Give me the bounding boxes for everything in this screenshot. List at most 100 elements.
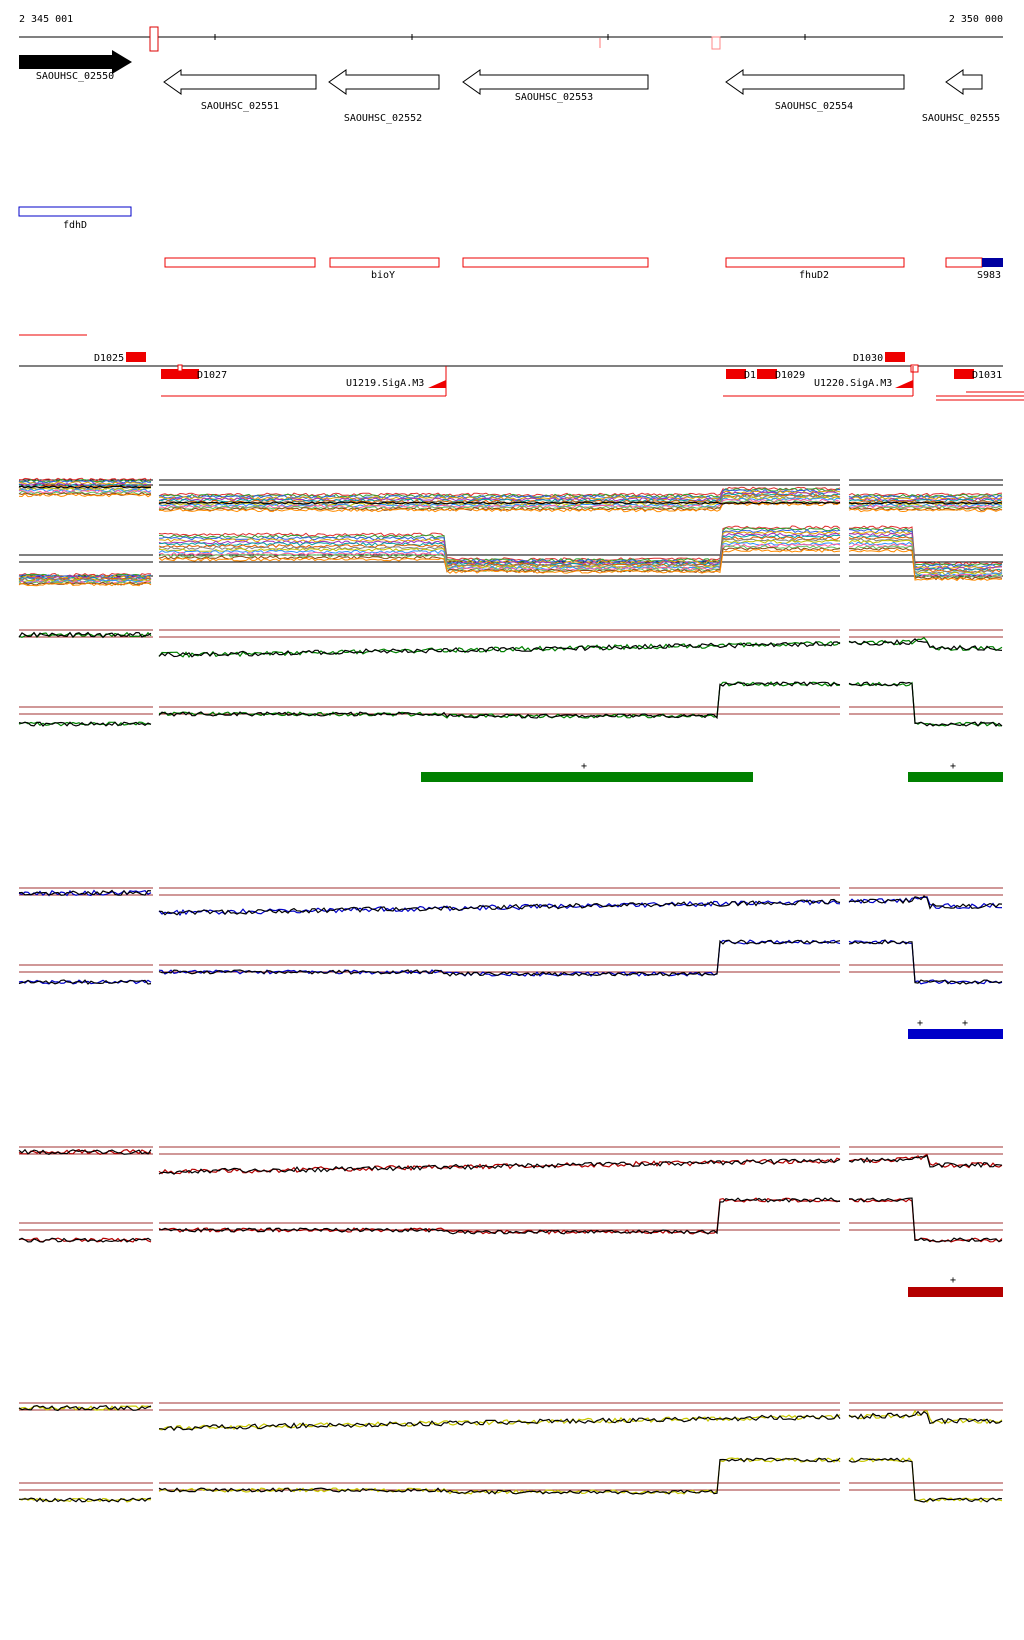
plus-mark: +: [962, 1018, 968, 1029]
segment-block[interactable]: [126, 352, 146, 362]
plus-mark: +: [950, 761, 956, 772]
annotation-box[interactable]: [164, 257, 316, 268]
expression-panel-green: [18, 629, 1003, 727]
segment-block[interactable]: [726, 369, 746, 379]
condition-trace: [158, 548, 841, 574]
segment-block[interactable]: [885, 352, 905, 362]
expression-trace: [848, 896, 1003, 910]
condition-trace: [848, 507, 1003, 512]
expression-trace: [158, 1197, 841, 1235]
expression-trace: [158, 1457, 841, 1495]
annotation-box[interactable]: [725, 257, 905, 268]
segment-label: D1027: [197, 370, 227, 381]
expression-trace: [158, 1413, 841, 1432]
expression-trace: [848, 1410, 1003, 1425]
condition-trace: [18, 582, 152, 587]
expression-trace: [18, 1237, 152, 1243]
expression-trace: [158, 1197, 841, 1235]
annotation-label: fhuD2: [799, 270, 829, 281]
expression-trace: [18, 631, 152, 639]
significance-blue: + +: [908, 1018, 1003, 1039]
annotation-box-filled[interactable]: [982, 258, 1003, 267]
gene-arrow[interactable]: [163, 69, 317, 95]
significance-green: + +: [421, 761, 1003, 782]
condition-trace: [158, 525, 841, 562]
expression-trace: [158, 1158, 841, 1175]
condition-trace: [848, 539, 1002, 576]
significance-bar: [908, 1287, 1003, 1297]
annotation-box[interactable]: [945, 257, 983, 268]
expression-trace: [18, 721, 152, 727]
annotation-box[interactable]: [329, 257, 440, 268]
coordinate-ruler: 2 345 001 2 350 000: [19, 14, 1003, 52]
condition-trace: [848, 503, 1003, 508]
gene-arrow[interactable]: [945, 69, 983, 95]
expression-trace: [848, 638, 1003, 651]
expression-trace: [848, 1409, 1003, 1425]
plus-mark: +: [917, 1018, 923, 1029]
condition-trace: [18, 579, 152, 584]
condition-trace: [18, 480, 152, 485]
annotation-box[interactable]: [18, 206, 132, 217]
condition-trace: [158, 501, 841, 505]
segment-block[interactable]: [954, 369, 974, 379]
expression-panel-yellow: [18, 1402, 1003, 1503]
condition-trace: [158, 527, 841, 563]
condition-trace: [849, 545, 1003, 579]
transcription-unit-label: U1219.SigA.M3: [346, 378, 424, 389]
annotation-label: bioY: [371, 270, 395, 281]
ruler-start-label: 2 345 001: [19, 14, 73, 25]
multi-condition-track: [18, 477, 1003, 587]
expression-trace: [848, 1197, 1003, 1243]
gene-label: SAOUHSC_02550: [36, 71, 114, 82]
expression-trace: [18, 979, 152, 985]
expression-trace: [158, 939, 841, 977]
gene-track: SAOUHSC_02550 SAOUHSC_02551 SAOUHSC_0255…: [19, 50, 1000, 124]
gene-label: SAOUHSC_02551: [201, 101, 279, 112]
condition-trace: [159, 528, 841, 564]
condition-trace: [848, 527, 1003, 567]
expression-trace: [848, 939, 1003, 985]
gene-arrow[interactable]: [462, 69, 649, 95]
expression-trace: [18, 889, 152, 896]
segment-label: D1: [744, 370, 756, 381]
expression-trace: [18, 1405, 152, 1412]
segment-label: D1025: [94, 353, 124, 364]
annotation-box[interactable]: [462, 257, 649, 268]
expression-panel-blue: [18, 887, 1003, 985]
gene-label: SAOUHSC_02555: [922, 113, 1000, 124]
plus-mark: +: [581, 761, 587, 772]
condition-trace: [158, 498, 841, 509]
ruler-marker: [711, 36, 721, 50]
condition-trace: [18, 477, 152, 482]
gene-arrow[interactable]: [328, 69, 440, 95]
gene-arrow[interactable]: [19, 50, 132, 74]
condition-trace: [18, 483, 152, 488]
condition-trace: [158, 547, 841, 573]
expression-trace: [848, 895, 1003, 910]
condition-trace: [18, 489, 152, 494]
segment-block[interactable]: [161, 369, 199, 379]
condition-trace: [848, 501, 1003, 505]
condition-trace: [158, 493, 841, 504]
expression-trace: [158, 899, 841, 917]
condition-trace: [848, 492, 1003, 497]
expression-trace: [848, 1457, 1003, 1503]
condition-trace: [18, 482, 152, 487]
gene-arrow[interactable]: [725, 69, 905, 95]
condition-trace: [158, 534, 841, 566]
ruler-marker: [149, 26, 159, 52]
condition-trace: [158, 488, 841, 500]
significance-red: +: [908, 1275, 1003, 1297]
segment-label: D1029: [775, 370, 805, 381]
condition-trace: [18, 575, 152, 580]
expression-trace: [848, 1154, 1003, 1169]
segment-track: D1025 D1027 D1 D1029 D1030 D1031: [19, 334, 1003, 381]
significance-bar: [908, 772, 1003, 782]
annotation-label: fdhD: [63, 220, 87, 231]
expression-trace: [18, 1148, 152, 1156]
segment-block[interactable]: [757, 369, 777, 379]
condition-trace: [848, 543, 1003, 578]
expression-trace: [158, 640, 841, 658]
